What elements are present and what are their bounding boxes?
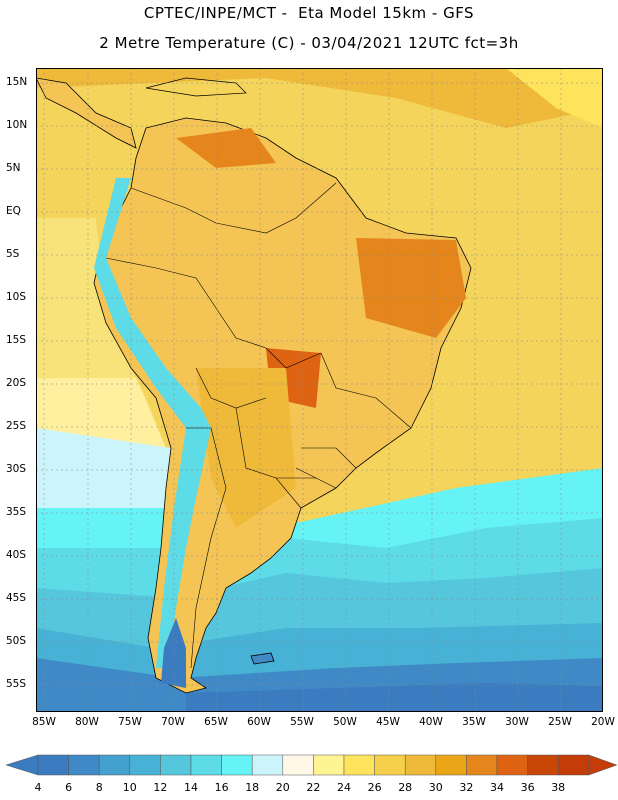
lon-label: 75W: [118, 716, 142, 728]
map-title: CPTEC/INPE/MCT - Eta Model 15km - GFS: [143, 4, 475, 22]
chaco-warm-patch: [196, 368, 296, 528]
colorbar-swatch: [129, 754, 161, 776]
colorbar: [5, 754, 618, 776]
colorbar-tick-label: 28: [398, 781, 413, 794]
colorbar-tick-label: 24: [337, 781, 351, 794]
colorbar-tick-label: 6: [65, 781, 73, 794]
venezuela-hot-patch: [176, 128, 276, 168]
colorbar-swatch: [527, 754, 559, 776]
colorbar-tick-label: 32: [459, 781, 474, 794]
central-america-land: [36, 77, 137, 149]
patagonia-cold-tip: [161, 618, 186, 688]
lat-label: 45S: [6, 592, 27, 604]
lat-label: 5N: [6, 162, 21, 174]
colorbar-tick-label: 22: [306, 781, 321, 794]
lon-label: 60W: [247, 716, 271, 728]
colorbar-swatch: [374, 754, 406, 776]
map-frame: [36, 68, 603, 712]
lon-label: 50W: [333, 716, 357, 728]
map-subtitle: 2 Metre Temperature (C) - 03/04/2021 12U…: [99, 34, 519, 52]
lat-lon-grid: [36, 68, 603, 712]
lon-label: 35W: [462, 716, 486, 728]
colorbar-swatch: [251, 754, 284, 776]
lat-label: 5S: [6, 248, 20, 260]
colorbar-tick-label: 12: [153, 781, 168, 794]
lon-label: 25W: [548, 716, 572, 728]
colorbar-tick-label: 34: [490, 781, 504, 794]
colorbar-tick-label: 30: [428, 781, 443, 794]
lon-label: 45W: [376, 716, 400, 728]
lat-label: 15S: [6, 334, 27, 346]
colorbar-swatch: [466, 754, 498, 776]
colorbar-tick-label: 26: [367, 781, 382, 794]
colorbar-swatch: [313, 754, 345, 776]
colorbar-swatch: [343, 754, 375, 776]
lon-label: 65W: [204, 716, 228, 728]
colorbar-swatch: [435, 754, 467, 776]
south-ocean-band-6: [186, 683, 603, 712]
lon-label: 20W: [591, 716, 615, 728]
lat-label: 50S: [6, 635, 27, 647]
colorbar-swatch: [98, 754, 131, 776]
country-borders: [105, 182, 412, 669]
colorbar-tick-label: 36: [520, 781, 535, 794]
north-atlantic-band: [506, 68, 603, 128]
lat-label: 30S: [6, 463, 27, 475]
lon-label: 55W: [290, 716, 314, 728]
colorbar-arrow-low: [5, 754, 39, 776]
colorbar-swatch: [496, 754, 528, 776]
colorbar-tick-label: 38: [551, 781, 566, 794]
lon-label: 30W: [505, 716, 529, 728]
colorbar-swatch: [68, 754, 100, 776]
andes-cool-strip: [94, 178, 211, 668]
colorbar-tick-label: 10: [122, 781, 137, 794]
lat-label: 10N: [6, 119, 28, 131]
falkland-islands: [250, 652, 275, 665]
lat-label: 40S: [6, 549, 27, 561]
colorbar-swatch: [37, 754, 69, 776]
lat-label: 15N: [6, 76, 28, 88]
colorbar-arrow-high: [588, 754, 618, 776]
colorbar-tick-label: 8: [95, 781, 103, 794]
colorbar-tick-label: 14: [184, 781, 198, 794]
lat-label: 35S: [6, 506, 27, 518]
northeast-brazil-hot-patch: [356, 238, 466, 338]
lat-label: 20S: [6, 377, 27, 389]
temperature-map: [36, 68, 603, 712]
lon-label: 80W: [75, 716, 99, 728]
colorbar-swatch: [557, 754, 590, 776]
colorbar-swatch: [404, 754, 437, 776]
colorbar-swatch: [190, 754, 222, 776]
lon-label: 85W: [32, 716, 56, 728]
lat-label: EQ: [6, 205, 21, 217]
colorbar-swatch: [160, 754, 192, 776]
lat-label: 25S: [6, 420, 27, 432]
colorbar-tick-label: 4: [34, 781, 42, 794]
lat-label: 55S: [6, 678, 27, 690]
colorbar-tick-label: 16: [214, 781, 229, 794]
colorbar-tick-label: 20: [275, 781, 290, 794]
lon-label: 70W: [161, 716, 185, 728]
colorbar-tick-label: 18: [245, 781, 260, 794]
lat-label: 10S: [6, 291, 27, 303]
caribbean-islands: [145, 77, 247, 97]
lon-label: 40W: [419, 716, 443, 728]
colorbar-swatch: [221, 754, 253, 776]
colorbar-swatch: [282, 754, 314, 776]
